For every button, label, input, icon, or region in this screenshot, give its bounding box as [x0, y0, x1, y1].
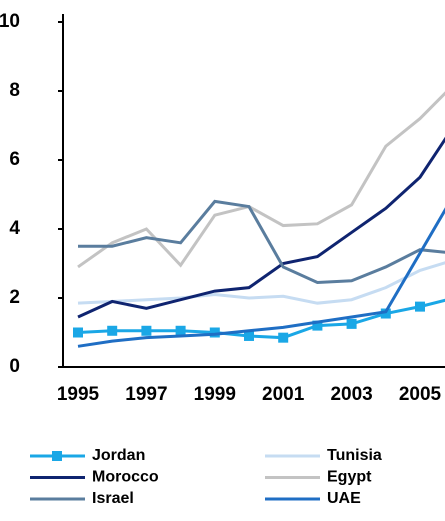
legend-label: UAE: [327, 490, 361, 507]
x-tick-label: 1999: [194, 384, 236, 405]
point-marker: [380, 308, 391, 319]
y-tick-label: 6: [9, 149, 20, 170]
y-tick-label: 0: [9, 356, 20, 377]
y-tick-label: 2: [9, 287, 20, 308]
legend-label: Jordan: [92, 447, 145, 464]
x-tick-label: 2005: [399, 384, 442, 405]
legend-label: Morocco: [92, 469, 159, 486]
series-line: [77, 91, 445, 269]
series-line: [77, 298, 445, 340]
point-marker: [244, 330, 254, 341]
series-line: [78, 199, 445, 284]
point-marker: [175, 325, 186, 336]
point-marker: [73, 327, 83, 338]
point-marker: [415, 301, 425, 312]
x-tick-label: 2001: [262, 384, 305, 405]
x-tick-label: 1995: [57, 384, 100, 405]
x-tick-label: 2003: [330, 384, 372, 405]
legend-label: Israel: [92, 490, 134, 507]
point-marker: [278, 332, 289, 343]
legend-label: Tunisia: [327, 447, 382, 464]
series-line: [77, 261, 445, 305]
point-marker: [209, 327, 220, 338]
point-marker: [312, 320, 323, 331]
series-line: [77, 136, 445, 319]
x-tick-label: 1997: [125, 384, 167, 405]
point-marker: [107, 325, 118, 336]
y-tick-label: 8: [9, 80, 20, 101]
y-tick-label: 4: [9, 218, 20, 239]
y-tick-label: 10: [0, 11, 20, 32]
series-line: [77, 207, 445, 348]
legend-marker: [52, 451, 62, 461]
point-marker: [346, 318, 357, 329]
point-marker: [141, 325, 152, 336]
legend-label: Egypt: [327, 469, 372, 486]
